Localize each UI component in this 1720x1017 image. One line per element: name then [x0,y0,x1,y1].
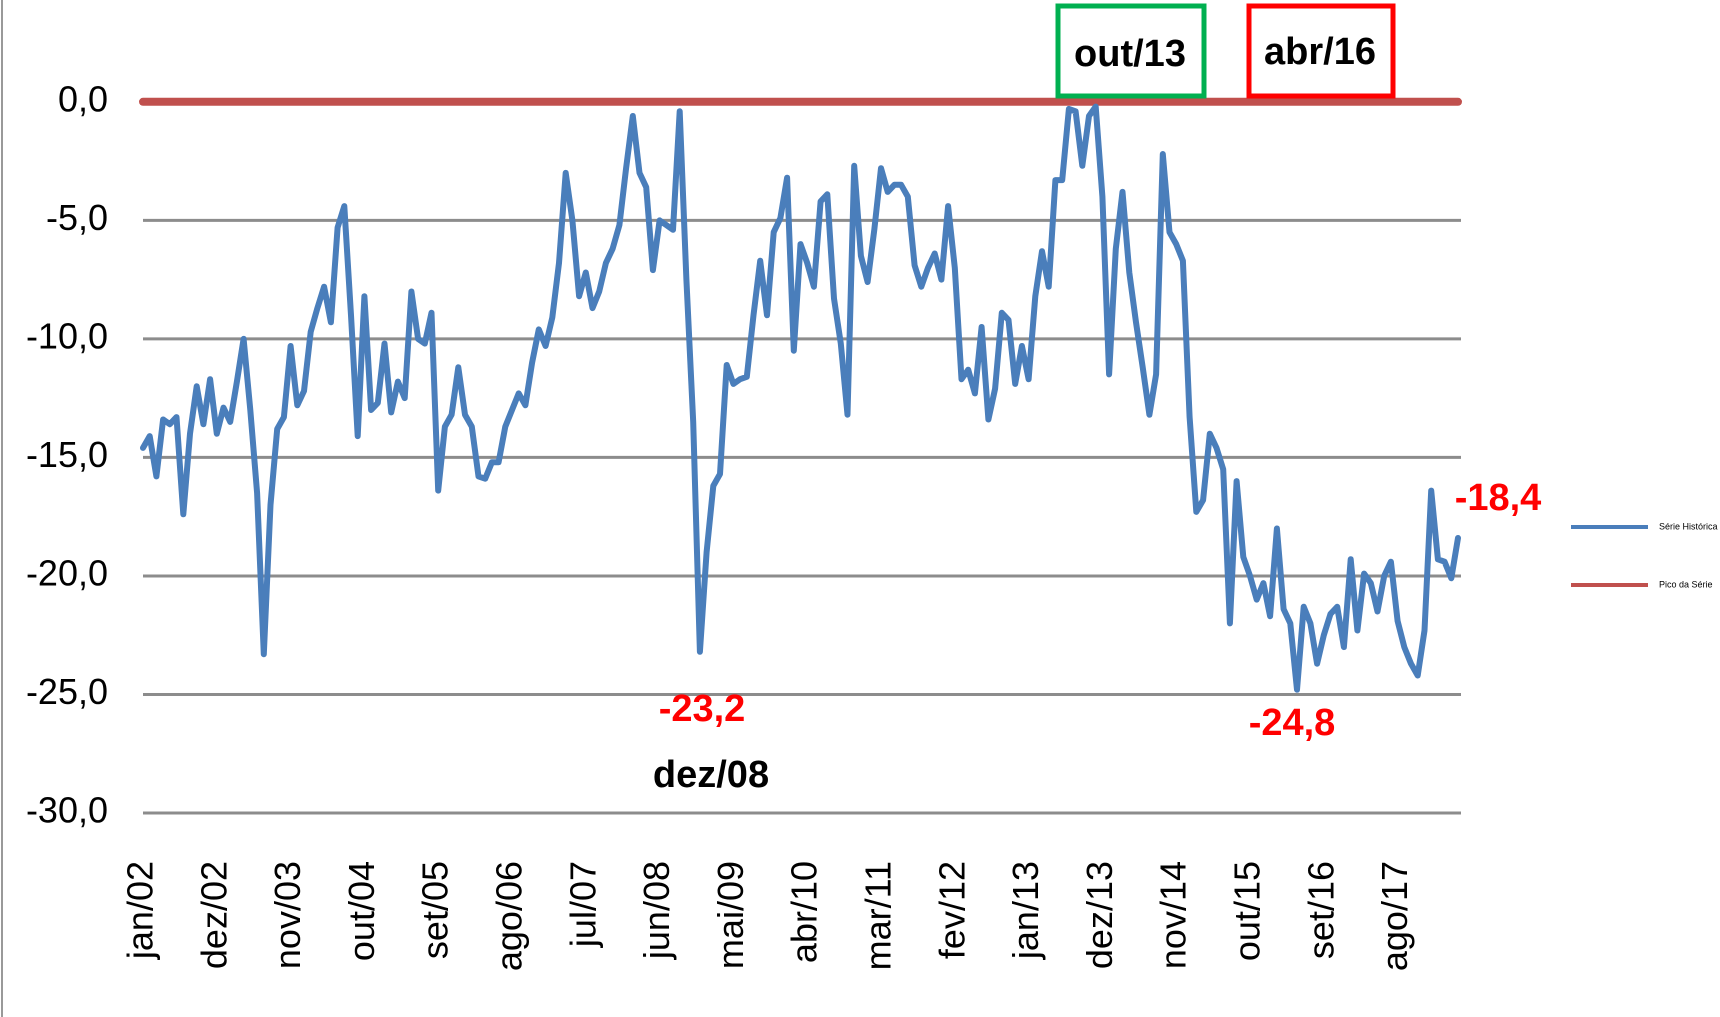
annotation-box [1246,3,1396,99]
x-tick-label: mai/09 [710,861,751,969]
y-tick-label: -20,0 [26,552,108,593]
y-tick-label: 0,0 [58,78,108,119]
x-tick-label: nov/03 [267,861,308,969]
y-tick-label: -5,0 [46,197,108,238]
annotation: -23,2 [659,688,746,730]
annotation-box [1055,3,1207,99]
x-tick-label: fev/12 [931,861,972,959]
legend-label: Pico da Série [1659,579,1713,589]
x-tick-label: mar/11 [858,861,899,970]
x-tick-label: nov/14 [1153,861,1194,969]
x-tick-label: jun/08 [636,861,677,960]
x-tick-label: dez/13 [1079,861,1120,969]
line-series [140,103,1461,693]
x-tick-label: out/15 [1227,861,1268,961]
x-tick-label: ago/17 [1374,861,1415,971]
y-tick-label: -10,0 [26,315,108,356]
y-tick-label: -30,0 [26,790,108,831]
x-tick-label: abr/10 [784,861,825,963]
annotation: abr/16 [1264,31,1376,73]
x-tick-label: out/04 [341,861,382,961]
x-tick-label: jul/07 [562,861,603,948]
x-tick-label: set/16 [1300,861,1341,959]
annotation: -18,4 [1455,477,1542,519]
y-tick-label: -15,0 [26,434,108,475]
y-tick-label: -25,0 [26,671,108,712]
x-tick-label: jan/02 [120,861,161,960]
x-tick-label: ago/06 [489,861,530,971]
x-tick-label: jan/13 [1005,861,1046,960]
x-tick-label: dez/02 [193,861,234,969]
annotation: out/13 [1074,33,1186,75]
annotation: -24,8 [1249,702,1336,744]
legend-label: Série Histórica [1659,521,1718,531]
x-tick-label: set/05 [415,861,456,959]
annotation: dez/08 [653,754,769,796]
